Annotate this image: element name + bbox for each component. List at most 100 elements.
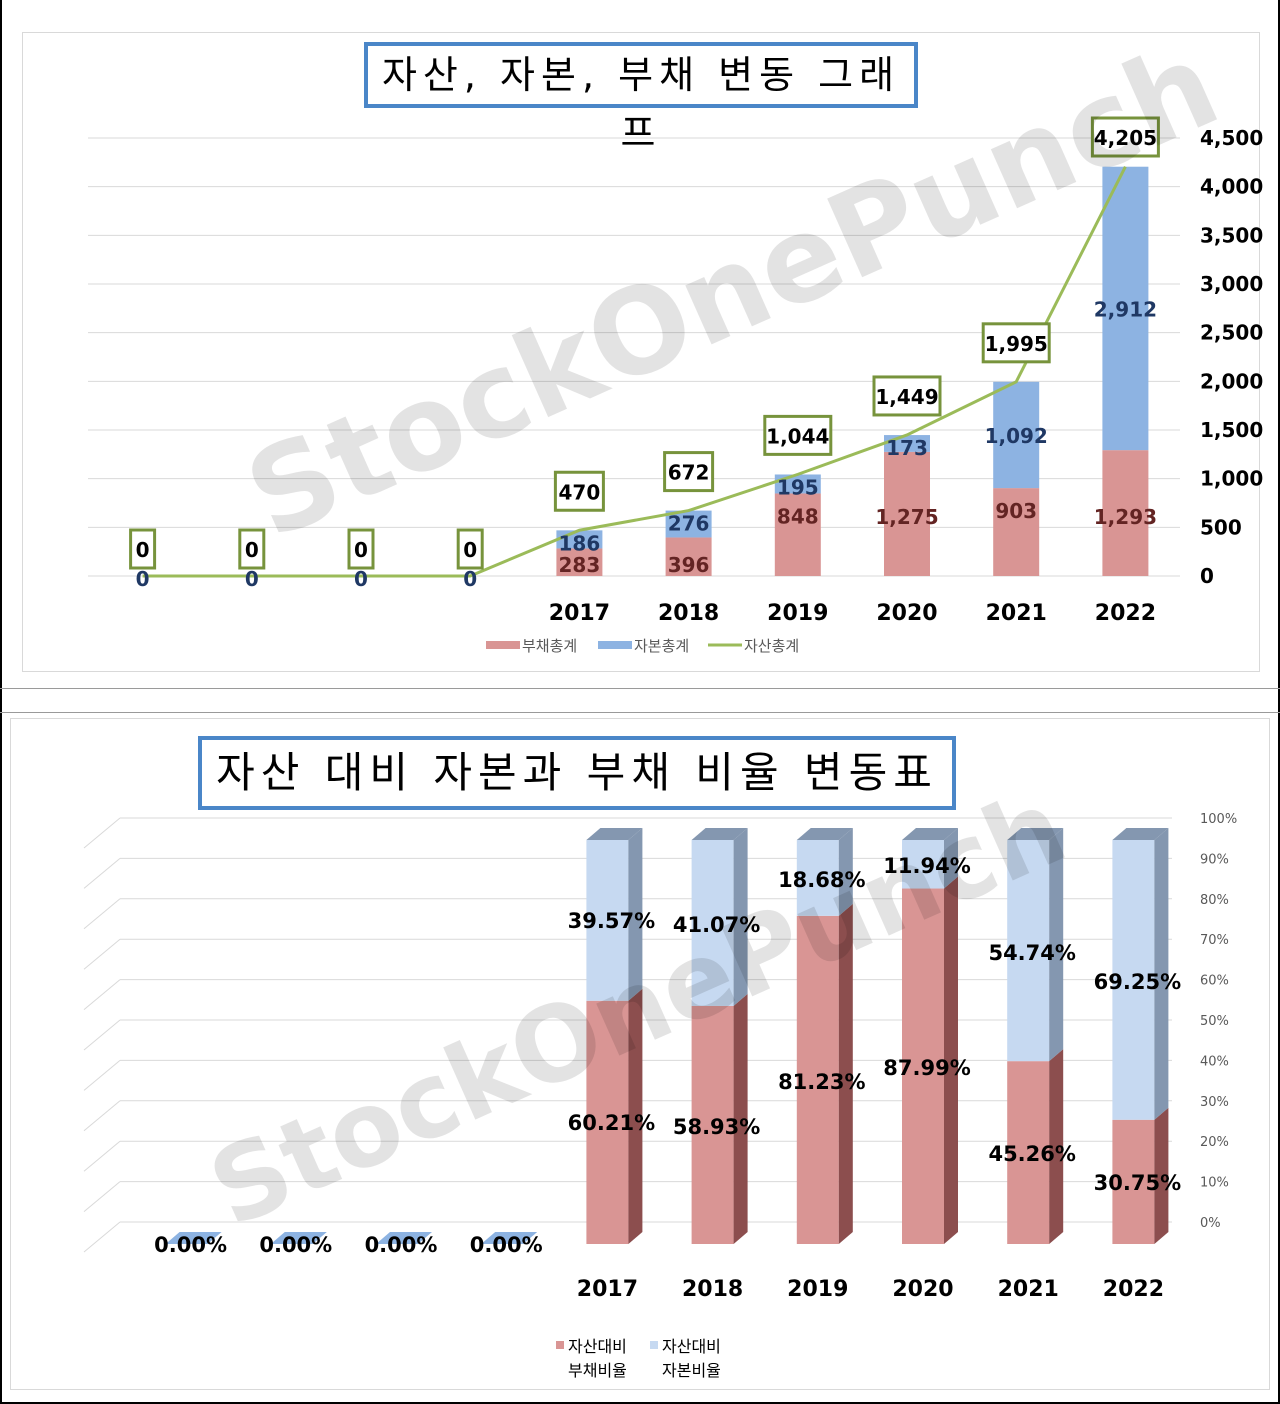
y-tick-label: 2,000 [1200, 369, 1263, 393]
data-label-debt-ratio: 0.00% [154, 1233, 227, 1257]
legend-label: 자산대비 [568, 1337, 627, 1356]
bar-debt-ratio [1112, 1119, 1155, 1244]
legend-swatch [650, 1341, 658, 1349]
bar-debt-ratio-side [733, 993, 748, 1244]
data-label-box-assets [238, 528, 266, 570]
chart-2-title: 자산 대비 자본과 부채 비율 변동표 [198, 736, 956, 810]
data-label-debt-ratio: 87.99% [883, 1056, 970, 1080]
x-tick-label: 2019 [767, 601, 828, 626]
outer-border-left [0, 0, 2, 1404]
data-label-equity: 173 [886, 436, 928, 460]
data-label-equity: 186 [559, 531, 601, 555]
bar-equity-ratio-side [1154, 828, 1169, 1120]
legend-swatch [486, 641, 520, 649]
x-tick-label: 2017 [549, 601, 610, 626]
bar-equity [665, 510, 712, 538]
data-label-debt-ratio: 60.21% [568, 1111, 655, 1135]
y-tick-label: 0% [1200, 1216, 1221, 1231]
data-label-box-assets [663, 451, 715, 493]
bar-debt-ratio-side [1049, 1049, 1064, 1244]
legend-label: 자산총계 [744, 637, 799, 655]
data-label-equity: 276 [668, 512, 710, 536]
y-tick-label: 40% [1200, 1054, 1229, 1069]
bar-equity-ratio-side [1049, 828, 1064, 1062]
data-label-box-assets [981, 322, 1051, 364]
data-label-box-assets [553, 470, 605, 512]
data-label-debt-ratio: 0.00% [470, 1233, 543, 1257]
gridline-depth [83, 817, 121, 849]
bar-debt-ratio [1007, 1061, 1050, 1244]
data-label-equity: 0 [136, 567, 150, 591]
bar-top [902, 828, 958, 840]
data-label-assets: 672 [668, 461, 710, 485]
x-tick-label: 2020 [892, 1277, 953, 1302]
bar-debt-ratio-side [628, 988, 643, 1244]
data-label-assets: 1,449 [875, 385, 938, 409]
section-divider-top [0, 688, 1280, 689]
data-label-liabilities: 283 [559, 553, 601, 577]
legend-label: 부채총계 [522, 637, 577, 655]
data-label-debt-ratio: 81.23% [778, 1070, 865, 1094]
y-tick-label: 80% [1200, 893, 1229, 908]
gridline-depth [83, 1019, 121, 1051]
bar-debt-ratio [586, 1000, 629, 1244]
data-label-equity-ratio: 69.25% [1094, 970, 1181, 994]
y-tick-label: 50% [1200, 1014, 1229, 1029]
y-tick-label: 1,000 [1200, 467, 1263, 491]
y-tick-label: 3,500 [1200, 223, 1263, 247]
bar-equity-ratio [586, 840, 629, 1001]
bar-top [796, 828, 853, 840]
bar-zero-slab [270, 1232, 327, 1244]
data-label-equity-ratio: 11.94% [883, 854, 970, 878]
bar-equity-ratio-side [628, 828, 643, 1001]
legend-label: 자산대비 [662, 1337, 721, 1356]
x-tick-label: 2018 [658, 601, 719, 626]
data-label-box-assets [872, 375, 942, 417]
gridline-depth [83, 1140, 121, 1172]
bar-top [1112, 828, 1169, 840]
y-tick-label: 1,500 [1200, 418, 1263, 442]
chart-panel-1 [22, 32, 1260, 672]
y-tick-label: 4,000 [1200, 175, 1263, 199]
y-tick-label: 0 [1200, 564, 1214, 588]
y-tick-label: 90% [1200, 852, 1229, 867]
gridline-depth [83, 979, 121, 1010]
data-label-equity: 0 [245, 567, 259, 591]
data-label-box-assets [347, 528, 375, 570]
data-label-equity: 195 [777, 475, 819, 499]
chart-1-svg: 0 500 1,000 1,500 2,000 2,500 3,000 3,500 4,000 4… [88, 15, 1263, 655]
bar-debt-ratio [902, 888, 944, 1244]
data-label-liabilities: 848 [777, 504, 819, 528]
data-label-debt-ratio: 30.75% [1094, 1171, 1181, 1195]
data-label-debt-ratio: 45.26% [988, 1142, 1075, 1166]
gridline-depth [83, 858, 121, 889]
x-tick-label: 2017 [577, 1277, 638, 1302]
data-label-assets: 4,205 [1094, 126, 1157, 150]
gridline-depth [83, 1100, 121, 1132]
data-label-equity: 0 [463, 567, 477, 591]
bar-liabilities [665, 537, 712, 576]
bar-liabilities [884, 451, 930, 576]
gridline-depth [83, 1060, 121, 1091]
bar-equity-ratio [902, 840, 944, 889]
x-tick-label: 2022 [1095, 601, 1156, 626]
bar-top [1007, 828, 1064, 840]
outer-border-bottom [0, 1402, 1280, 1404]
y-tick-label: 100% [1200, 812, 1237, 827]
x-tick-label: 2020 [876, 601, 937, 626]
data-label-liabilities: 903 [995, 499, 1037, 523]
data-label-equity-ratio: 18.68% [778, 868, 865, 892]
bar-top [586, 828, 643, 840]
data-label-box-assets [763, 414, 833, 456]
section-divider-bottom [0, 712, 1280, 713]
y-tick-label: 10% [1200, 1176, 1229, 1191]
data-label-assets: 1,044 [766, 424, 829, 448]
y-tick-label: 3,000 [1200, 272, 1263, 296]
bar-zero-slab [376, 1232, 432, 1244]
data-label-equity-ratio: 41.07% [673, 913, 760, 937]
bar-liabilities [556, 548, 603, 576]
bar-top [691, 828, 748, 840]
chart-1-title: 자산, 자본, 부채 변동 그래프 [364, 42, 918, 155]
legend-label: 자본비율 [662, 1361, 721, 1380]
